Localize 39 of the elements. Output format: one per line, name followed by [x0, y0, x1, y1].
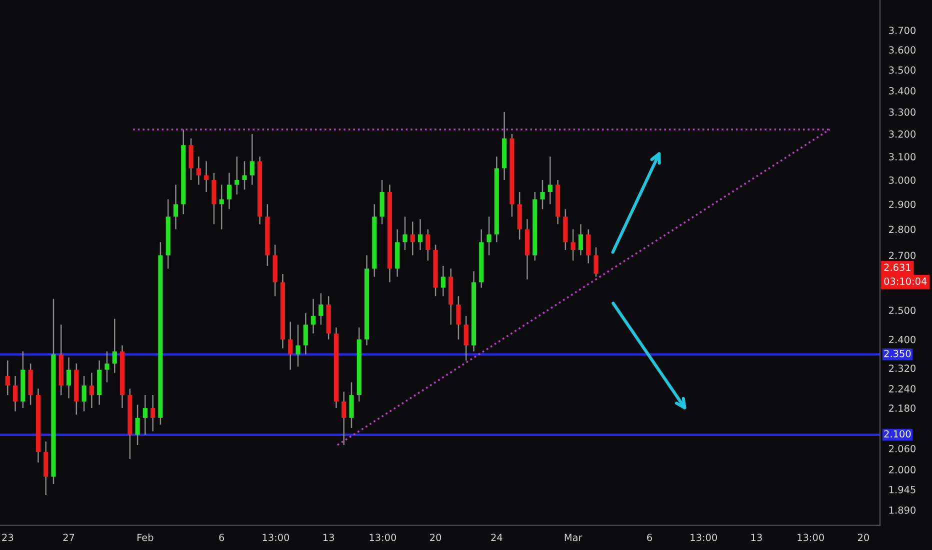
x-tick-label: 13	[323, 534, 334, 542]
y-tick-label: 2.180	[889, 404, 916, 412]
y-tick-label: 2.320	[889, 364, 916, 372]
x-tick-label: 6	[219, 534, 224, 542]
y-tick-label: 2.060	[889, 444, 916, 452]
text: 2.631	[884, 264, 910, 272]
y-tick-label: 3.300	[889, 108, 916, 116]
x-tick-label: 6	[647, 534, 652, 542]
x-tick-label: 20	[858, 534, 869, 542]
y-tick-label: 3.700	[889, 26, 916, 34]
y-tick-label: 3.600	[889, 46, 916, 54]
x-tick-label: 13:00	[690, 534, 717, 542]
text: 03:10:04	[884, 278, 927, 285]
x-tick-label: 24	[491, 534, 502, 541]
x-tick-label: 13:00	[798, 534, 824, 542]
y-tick-label: 3.400	[889, 87, 916, 94]
ref-line-label: 2.350	[884, 350, 911, 358]
y-tick-label: 2.800	[889, 226, 916, 234]
y-tick-label: 3.100	[889, 153, 916, 160]
ref-line-label: 2.100	[884, 430, 911, 438]
y-tick-label: 1.890	[889, 506, 916, 514]
y-tick-label: 2.240	[889, 385, 916, 392]
y-tick-label: 2.400	[889, 336, 916, 344]
x-tick-label: 13:00	[262, 534, 290, 542]
x-tick-label: Mar	[564, 534, 582, 542]
y-tick-label: 1.945	[889, 486, 916, 494]
y-tick-label: 2.500	[889, 306, 916, 314]
y-tick-label: 2.700	[889, 252, 916, 260]
y-tick-label: 3.000	[889, 176, 916, 184]
x-tick-label: Feb	[138, 534, 154, 542]
y-tick-label: 2.000	[889, 466, 916, 474]
x-tick-label: 23	[2, 534, 14, 542]
x-tick-label: 13:00	[370, 534, 396, 542]
y-tick-label: 3.500	[889, 66, 916, 74]
y-tick-label: 2.900	[889, 200, 916, 208]
x-tick-label: 13	[751, 534, 762, 542]
x-tick-label: 20	[430, 534, 442, 542]
y-tick-label: 3.200	[889, 130, 916, 138]
x-tick-label: 27	[63, 534, 74, 541]
